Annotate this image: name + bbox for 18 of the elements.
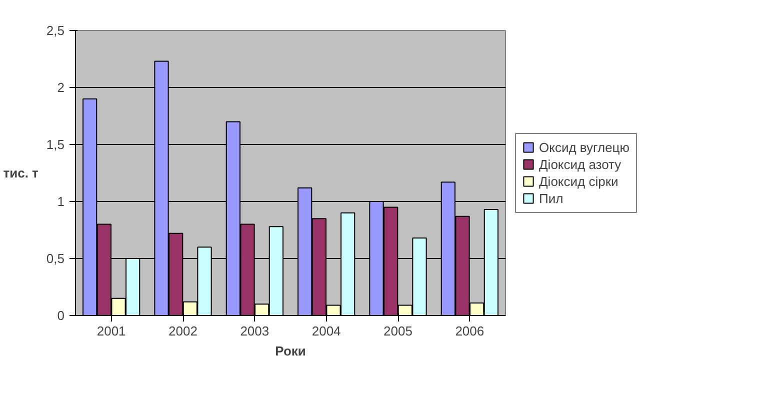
legend-label: Оксид вуглецю [539, 140, 630, 154]
x-axis-title: Роки [275, 344, 306, 358]
x-tick-label: 2003 [240, 324, 270, 338]
legend-label: Діоксид сірки [539, 174, 618, 188]
y-tick-label: 1 [57, 194, 65, 209]
legend-label: Діоксид азоту [539, 156, 622, 172]
x-tick-label: 2006 [455, 324, 484, 338]
y-axis-title: тис. т [3, 166, 38, 180]
x-tick-label: 2004 [312, 324, 341, 338]
legend-label: Пил [539, 190, 564, 206]
y-tick-label: 1,5 [46, 137, 65, 152]
x-tick-label: 2005 [384, 324, 412, 338]
x-tick-label: 2002 [168, 324, 198, 338]
y-tick-label: 0 [57, 308, 65, 323]
x-tick-label: 2001 [96, 324, 126, 338]
y-tick-label: 2,5 [46, 23, 65, 38]
y-tick-label: 0,5 [46, 251, 65, 266]
y-tick-label: 2 [57, 80, 65, 95]
